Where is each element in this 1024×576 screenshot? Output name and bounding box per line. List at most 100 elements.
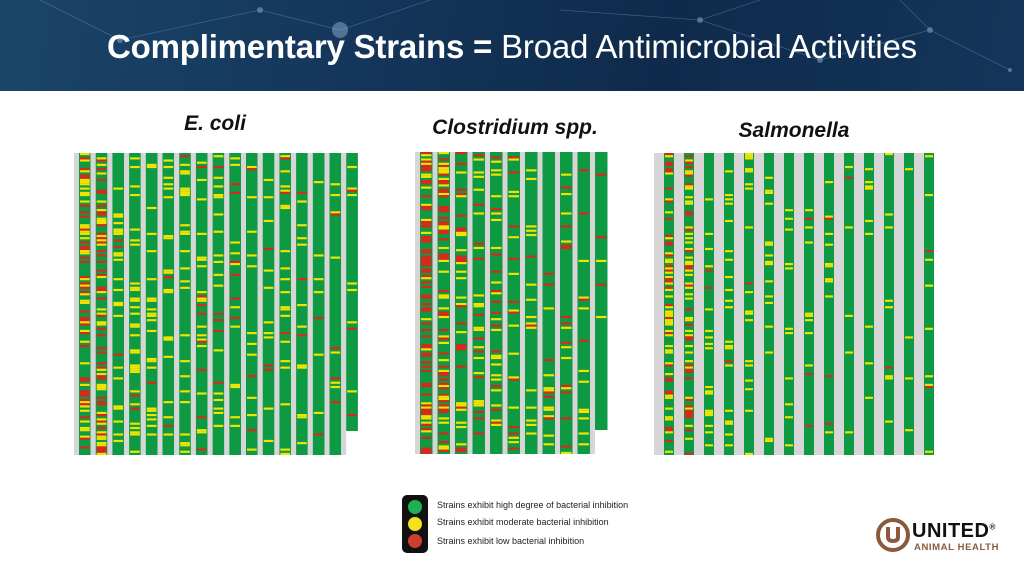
moderate-inhibition-cell (163, 176, 174, 179)
moderate-inhibition-cell (313, 254, 324, 257)
low-inhibition-cell (96, 403, 107, 406)
moderate-inhibition-cell (925, 258, 933, 261)
low-inhibition-cell (80, 282, 90, 285)
moderate-inhibition-cell (526, 229, 537, 232)
moderate-inhibition-cell (665, 312, 673, 315)
moderate-inhibition-cell (473, 175, 484, 178)
moderate-inhibition-cell (280, 366, 291, 369)
moderate-inhibition-cell (180, 433, 190, 436)
low-inhibition-cell (665, 254, 673, 257)
low-inhibition-cell (80, 260, 90, 264)
low-inhibition-cell (80, 319, 90, 322)
moderate-inhibition-cell (180, 189, 190, 192)
moderate-inhibition-cell (213, 230, 224, 233)
moderate-inhibition-cell (491, 404, 502, 407)
moderate-inhibition-cell (280, 267, 291, 270)
moderate-inhibition-cell (685, 269, 693, 272)
low-inhibition-cell (665, 200, 673, 203)
low-inhibition-cell (473, 350, 484, 353)
low-inhibition-cell (438, 387, 449, 390)
low-inhibition-cell (247, 375, 257, 378)
low-inhibition-cell (421, 352, 432, 355)
label-column (654, 153, 664, 455)
moderate-inhibition-cell (438, 162, 449, 165)
moderate-inhibition-cell (421, 406, 432, 409)
moderate-inhibition-cell (80, 405, 90, 408)
moderate-inhibition-cell (421, 175, 432, 178)
low-inhibition-cell (438, 311, 449, 314)
moderate-inhibition-cell (96, 373, 107, 376)
low-inhibition-cell (421, 285, 432, 288)
moderate-inhibition-cell (456, 402, 467, 405)
low-inhibition-cell (96, 254, 107, 257)
moderate-inhibition-cell (113, 187, 124, 190)
moderate-inhibition-cell (685, 260, 693, 264)
label-column (241, 153, 246, 455)
moderate-inhibition-cell (885, 420, 893, 423)
low-inhibition-cell (80, 256, 90, 259)
moderate-inhibition-cell (163, 269, 174, 272)
low-inhibition-cell (180, 155, 190, 158)
strain-column (162, 153, 175, 455)
low-inhibition-cell (213, 312, 224, 315)
moderate-inhibition-cell (665, 252, 673, 255)
strain-column (129, 153, 141, 455)
low-inhibition-cell (508, 378, 519, 381)
label-column (894, 153, 904, 455)
low-inhibition-cell (96, 362, 107, 365)
moderate-inhibition-cell (725, 347, 733, 350)
moderate-inhibition-cell (685, 273, 693, 276)
moderate-inhibition-cell (113, 232, 124, 235)
moderate-inhibition-cell (438, 270, 449, 273)
moderate-inhibition-cell (96, 437, 107, 440)
low-inhibition-cell (561, 246, 572, 250)
moderate-inhibition-cell (685, 297, 693, 300)
low-inhibition-cell (578, 298, 589, 301)
moderate-inhibition-cell (785, 217, 793, 220)
moderate-inhibition-cell (96, 222, 107, 225)
moderate-inhibition-cell (526, 225, 537, 228)
moderate-inhibition-cell (196, 256, 207, 259)
moderate-inhibition-cell (665, 271, 673, 274)
low-inhibition-cell (685, 155, 693, 158)
low-inhibition-cell (438, 290, 449, 293)
moderate-inhibition-cell (925, 383, 933, 386)
low-inhibition-cell (438, 372, 449, 375)
moderate-inhibition-cell (163, 159, 174, 162)
moderate-inhibition-cell (180, 334, 190, 337)
low-inhibition-cell (438, 393, 449, 396)
moderate-inhibition-cell (297, 243, 307, 246)
moderate-inhibition-cell (263, 178, 274, 182)
low-inhibition-cell (421, 281, 432, 284)
moderate-inhibition-cell (745, 291, 753, 294)
moderate-inhibition-cell (745, 168, 753, 171)
moderate-inhibition-cell (885, 226, 893, 229)
moderate-inhibition-cell (685, 286, 693, 289)
low-inhibition-cell (491, 253, 502, 256)
low-inhibition-cell (665, 217, 673, 220)
moderate-inhibition-cell (685, 232, 693, 235)
moderate-inhibition-cell (438, 447, 449, 450)
moderate-inhibition-cell (725, 288, 733, 292)
moderate-inhibition-cell (705, 414, 713, 417)
moderate-inhibition-cell (280, 306, 291, 309)
moderate-inhibition-cell (526, 432, 537, 435)
moderate-inhibition-cell (113, 439, 124, 443)
label-column (814, 153, 824, 455)
low-inhibition-cell (421, 294, 432, 297)
moderate-inhibition-cell (196, 198, 207, 201)
moderate-inhibition-cell (925, 450, 933, 453)
moderate-inhibition-cell (163, 416, 174, 419)
moderate-inhibition-cell (146, 329, 157, 333)
moderate-inhibition-cell (561, 192, 572, 196)
low-inhibition-cell (456, 255, 467, 258)
moderate-inhibition-cell (825, 278, 833, 281)
moderate-inhibition-cell (80, 230, 90, 233)
low-inhibition-cell (80, 275, 90, 279)
moderate-inhibition-cell (180, 170, 190, 173)
strain-column (329, 153, 342, 455)
label-column (794, 153, 804, 455)
moderate-inhibition-cell (705, 329, 713, 333)
moderate-inhibition-cell (113, 254, 124, 257)
moderate-inhibition-cell (113, 215, 124, 218)
